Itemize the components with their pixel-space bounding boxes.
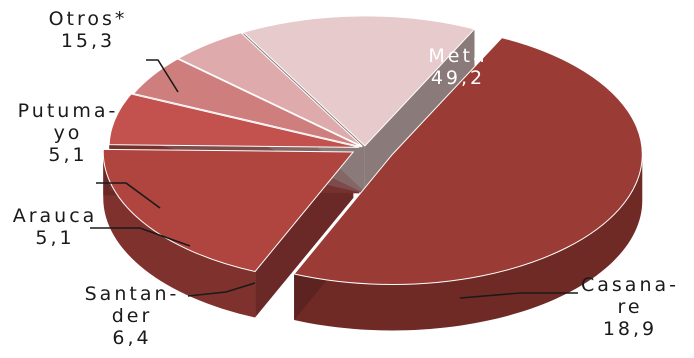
- value-label-1: 18,9: [603, 318, 657, 340]
- leader-line-3: [90, 227, 191, 247]
- leader-line-2: [187, 282, 256, 297]
- pie-cut-5-1: [364, 29, 475, 192]
- pie-slice-otros: [242, 15, 476, 147]
- category-label-1: Casana-: [581, 274, 679, 296]
- leader-line-4: [96, 182, 161, 209]
- leader-line-5: [146, 59, 179, 93]
- category-label-4: Putuma-: [18, 100, 119, 122]
- pie-slice-santander: [108, 93, 360, 148]
- category-label-5: Otros*: [49, 8, 128, 30]
- value-label-0: 49,2: [431, 67, 485, 89]
- value-label-2: 6,4: [112, 327, 151, 349]
- value-label-5: 15,3: [61, 30, 115, 52]
- category-label-1: re: [617, 296, 642, 318]
- category-label-2: der: [112, 305, 153, 327]
- category-label-3: Arauca: [13, 205, 98, 227]
- value-label-4: 5,1: [48, 144, 87, 166]
- pie-slice-casanare: [102, 148, 355, 273]
- pie-slices: [102, 15, 643, 285]
- value-label-3: 5,1: [35, 227, 74, 249]
- pie-slice-arauca: [132, 58, 362, 148]
- pie-side-1: [103, 151, 256, 318]
- category-label-0: Meta: [428, 45, 487, 67]
- pie-slice-putumayo: [177, 32, 363, 147]
- category-label-2: Santan-: [85, 283, 180, 305]
- pie-slice-meta: [293, 37, 643, 285]
- category-label-4: yo: [54, 122, 83, 144]
- leader-line-1: [459, 292, 578, 299]
- pie-side-0: [294, 154, 643, 331]
